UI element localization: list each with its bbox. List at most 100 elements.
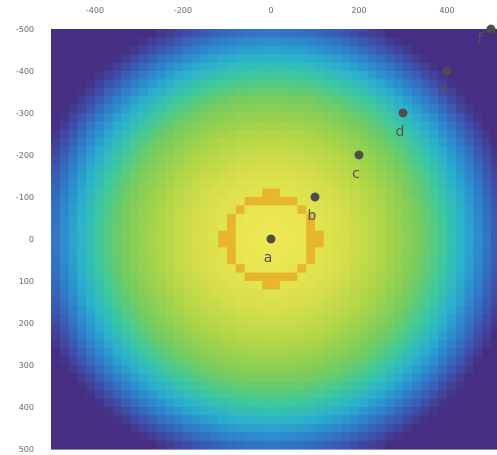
heatmap-cell [429, 306, 439, 316]
heatmap-cell [297, 230, 307, 240]
heatmap-cell [297, 398, 307, 408]
heatmap-cell [95, 37, 105, 47]
heatmap-cell [341, 289, 351, 299]
heatmap-cell [473, 113, 483, 122]
heatmap-cell [51, 255, 61, 265]
heatmap-cell [288, 373, 298, 383]
heatmap-cell [51, 440, 61, 450]
heatmap-cell [297, 381, 307, 391]
heatmap-cell [297, 297, 307, 307]
heatmap-cell [200, 390, 210, 400]
heatmap-cell [174, 306, 184, 316]
heatmap-cell [253, 423, 263, 433]
heatmap-cell [209, 373, 219, 383]
heatmap-cell [367, 289, 378, 299]
heatmap-cell [332, 306, 342, 316]
heatmap-cell [306, 188, 316, 198]
heatmap-cell [411, 155, 422, 164]
heatmap-cell [235, 415, 246, 425]
heatmap-cell [438, 247, 448, 257]
heatmap-cell [191, 314, 202, 324]
heatmap-cell [429, 121, 439, 131]
heatmap-cell [367, 96, 378, 106]
heatmap-cell [447, 306, 457, 316]
heatmap-cell [394, 323, 404, 332]
heatmap-cell [218, 180, 228, 190]
heatmap-cell [235, 289, 246, 299]
heatmap-cell [218, 264, 228, 274]
heatmap-cell [376, 230, 386, 240]
heatmap-cell [183, 62, 193, 72]
heatmap-cell [147, 96, 158, 106]
heatmap-cell [59, 239, 70, 248]
heatmap-cell [235, 314, 246, 324]
heatmap-cell [332, 37, 342, 47]
heatmap-cell [103, 71, 114, 80]
heatmap-cell [288, 197, 298, 206]
heatmap-cell [103, 264, 114, 274]
heatmap-cell [174, 129, 184, 139]
heatmap-cell [200, 398, 210, 408]
heatmap-cell [464, 297, 474, 307]
heatmap-cell [455, 121, 466, 131]
heatmap-cell [297, 356, 307, 366]
heatmap-cell [191, 29, 202, 38]
heatmap-cell [77, 415, 87, 425]
heatmap-cell [130, 440, 140, 450]
heatmap-cell [165, 188, 175, 198]
heatmap-cell [464, 239, 474, 248]
heatmap-cell [473, 104, 483, 114]
heatmap-cell [491, 37, 497, 47]
heatmap-cell [253, 104, 263, 114]
heatmap-cell [491, 297, 497, 307]
heatmap-cell [297, 62, 307, 72]
heatmap-cell [279, 121, 290, 131]
heatmap-cell [262, 432, 272, 442]
heatmap-cell [288, 222, 298, 232]
heatmap-cell [68, 37, 78, 47]
heatmap-cell [130, 163, 140, 173]
heatmap-cell [209, 163, 219, 173]
heatmap-cell [86, 129, 96, 139]
heatmap-cell [271, 37, 281, 47]
heatmap-cell [121, 138, 131, 148]
heatmap-cell [200, 146, 210, 156]
heatmap-cell [147, 297, 158, 307]
heatmap-cell [332, 348, 342, 358]
heatmap-cell [279, 54, 290, 64]
heatmap-cell [438, 230, 448, 240]
heatmap-cell [271, 339, 281, 349]
heatmap-cell [112, 239, 122, 248]
heatmap-cell [121, 213, 131, 223]
heatmap-cell [350, 323, 360, 332]
heatmap-cell [315, 71, 325, 80]
heatmap-cell [271, 415, 281, 425]
heatmap-cell [394, 314, 404, 324]
heatmap-cell [447, 407, 457, 416]
heatmap-cell [288, 289, 298, 299]
heatmap-cell [394, 104, 404, 114]
heatmap-cell [271, 373, 281, 383]
heatmap-cell [411, 373, 422, 383]
heatmap-cell [77, 29, 87, 38]
heatmap-cell [147, 247, 158, 257]
heatmap-cell [227, 356, 237, 366]
heatmap-cell [482, 390, 492, 400]
heatmap-cell [244, 87, 254, 97]
heatmap-cell [68, 104, 78, 114]
heatmap-cell [235, 188, 246, 198]
heatmap-cell [209, 289, 219, 299]
heatmap-cell [315, 155, 325, 164]
heatmap-cell [191, 37, 202, 47]
y-tick-label: -300 [16, 109, 34, 118]
heatmap-cell [121, 146, 131, 156]
heatmap-cell [376, 281, 386, 290]
heatmap-cell [139, 339, 149, 349]
heatmap-cell [359, 113, 369, 122]
heatmap-cell [147, 29, 158, 38]
heatmap-cell [51, 398, 61, 408]
heatmap-cell [359, 348, 369, 358]
heatmap-cell [411, 348, 422, 358]
heatmap-cell [411, 188, 422, 198]
heatmap-cell [323, 188, 334, 198]
